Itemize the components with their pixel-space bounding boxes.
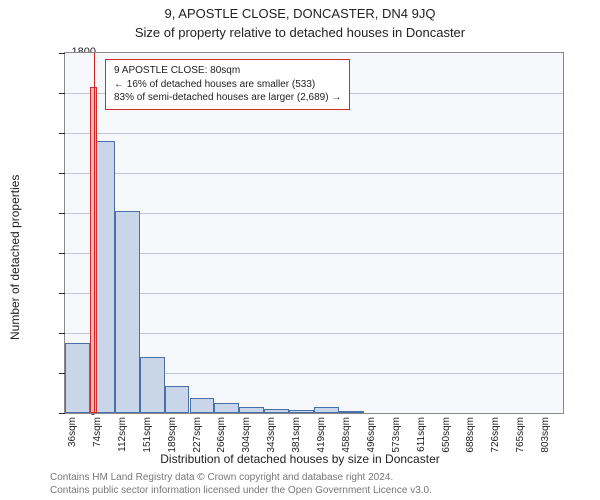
histogram-bar <box>314 407 339 413</box>
histogram-bar <box>190 398 215 413</box>
plot-area: 9 APOSTLE CLOSE: 80sqm← 16% of detached … <box>64 52 564 414</box>
chart-header: 9, APOSTLE CLOSE, DONCASTER, DN4 9JQ Siz… <box>0 0 600 40</box>
gridline <box>65 173 563 174</box>
footer-line-2: Contains public sector information licen… <box>50 485 432 498</box>
histogram-bar <box>65 343 90 413</box>
x-tick-label: 650sqm <box>441 417 452 453</box>
histogram-bar <box>239 407 264 413</box>
annotation-line-2: ← 16% of detached houses are smaller (53… <box>114 78 341 92</box>
x-tick-label: 611sqm <box>416 417 427 452</box>
histogram-bar <box>289 410 314 413</box>
x-tick-label: 343sqm <box>266 417 277 453</box>
x-tick-label: 112sqm <box>117 417 128 452</box>
address-line: 9, APOSTLE CLOSE, DONCASTER, DN4 9JQ <box>0 0 600 21</box>
x-axis-title: Distribution of detached houses by size … <box>0 452 600 466</box>
y-axis-title: Number of detached properties <box>8 175 22 340</box>
highlight-line <box>94 53 95 413</box>
x-tick-label: 726sqm <box>490 417 501 453</box>
x-tick-label: 458sqm <box>341 417 352 453</box>
footer-line-1: Contains HM Land Registry data © Crown c… <box>50 472 432 485</box>
gridline <box>65 213 563 214</box>
x-tick-label: 419sqm <box>316 417 327 453</box>
gridline <box>65 333 563 334</box>
subtitle-line: Size of property relative to detached ho… <box>0 21 600 40</box>
annotation-line-1: 9 APOSTLE CLOSE: 80sqm <box>114 64 341 78</box>
x-tick-label: 765sqm <box>515 417 526 453</box>
histogram-bar <box>165 386 190 413</box>
x-tick-label: 36sqm <box>67 417 78 447</box>
x-tick-label: 74sqm <box>92 417 103 447</box>
x-tick-label: 496sqm <box>366 417 377 453</box>
x-tick-label: 304sqm <box>241 417 252 453</box>
x-tick-label: 266sqm <box>216 417 227 453</box>
x-tick-label: 381sqm <box>291 417 302 453</box>
x-tick-label: 227sqm <box>192 417 203 453</box>
gridline <box>65 133 563 134</box>
chart-footer: Contains HM Land Registry data © Crown c… <box>50 472 432 497</box>
x-tick-label: 688sqm <box>465 417 476 453</box>
annotation-box: 9 APOSTLE CLOSE: 80sqm← 16% of detached … <box>105 59 350 110</box>
histogram-bar <box>339 411 364 413</box>
x-tick-label: 151sqm <box>142 417 153 453</box>
histogram-bar <box>115 211 140 413</box>
x-tick-label: 803sqm <box>540 417 551 453</box>
histogram-bar <box>264 409 289 413</box>
x-tick-label: 573sqm <box>391 417 402 453</box>
annotation-line-3: 83% of semi-detached houses are larger (… <box>114 91 341 105</box>
histogram-bar <box>214 403 239 413</box>
histogram-bar <box>140 357 165 413</box>
gridline <box>65 293 563 294</box>
gridline <box>65 253 563 254</box>
x-tick-label: 189sqm <box>167 417 178 453</box>
